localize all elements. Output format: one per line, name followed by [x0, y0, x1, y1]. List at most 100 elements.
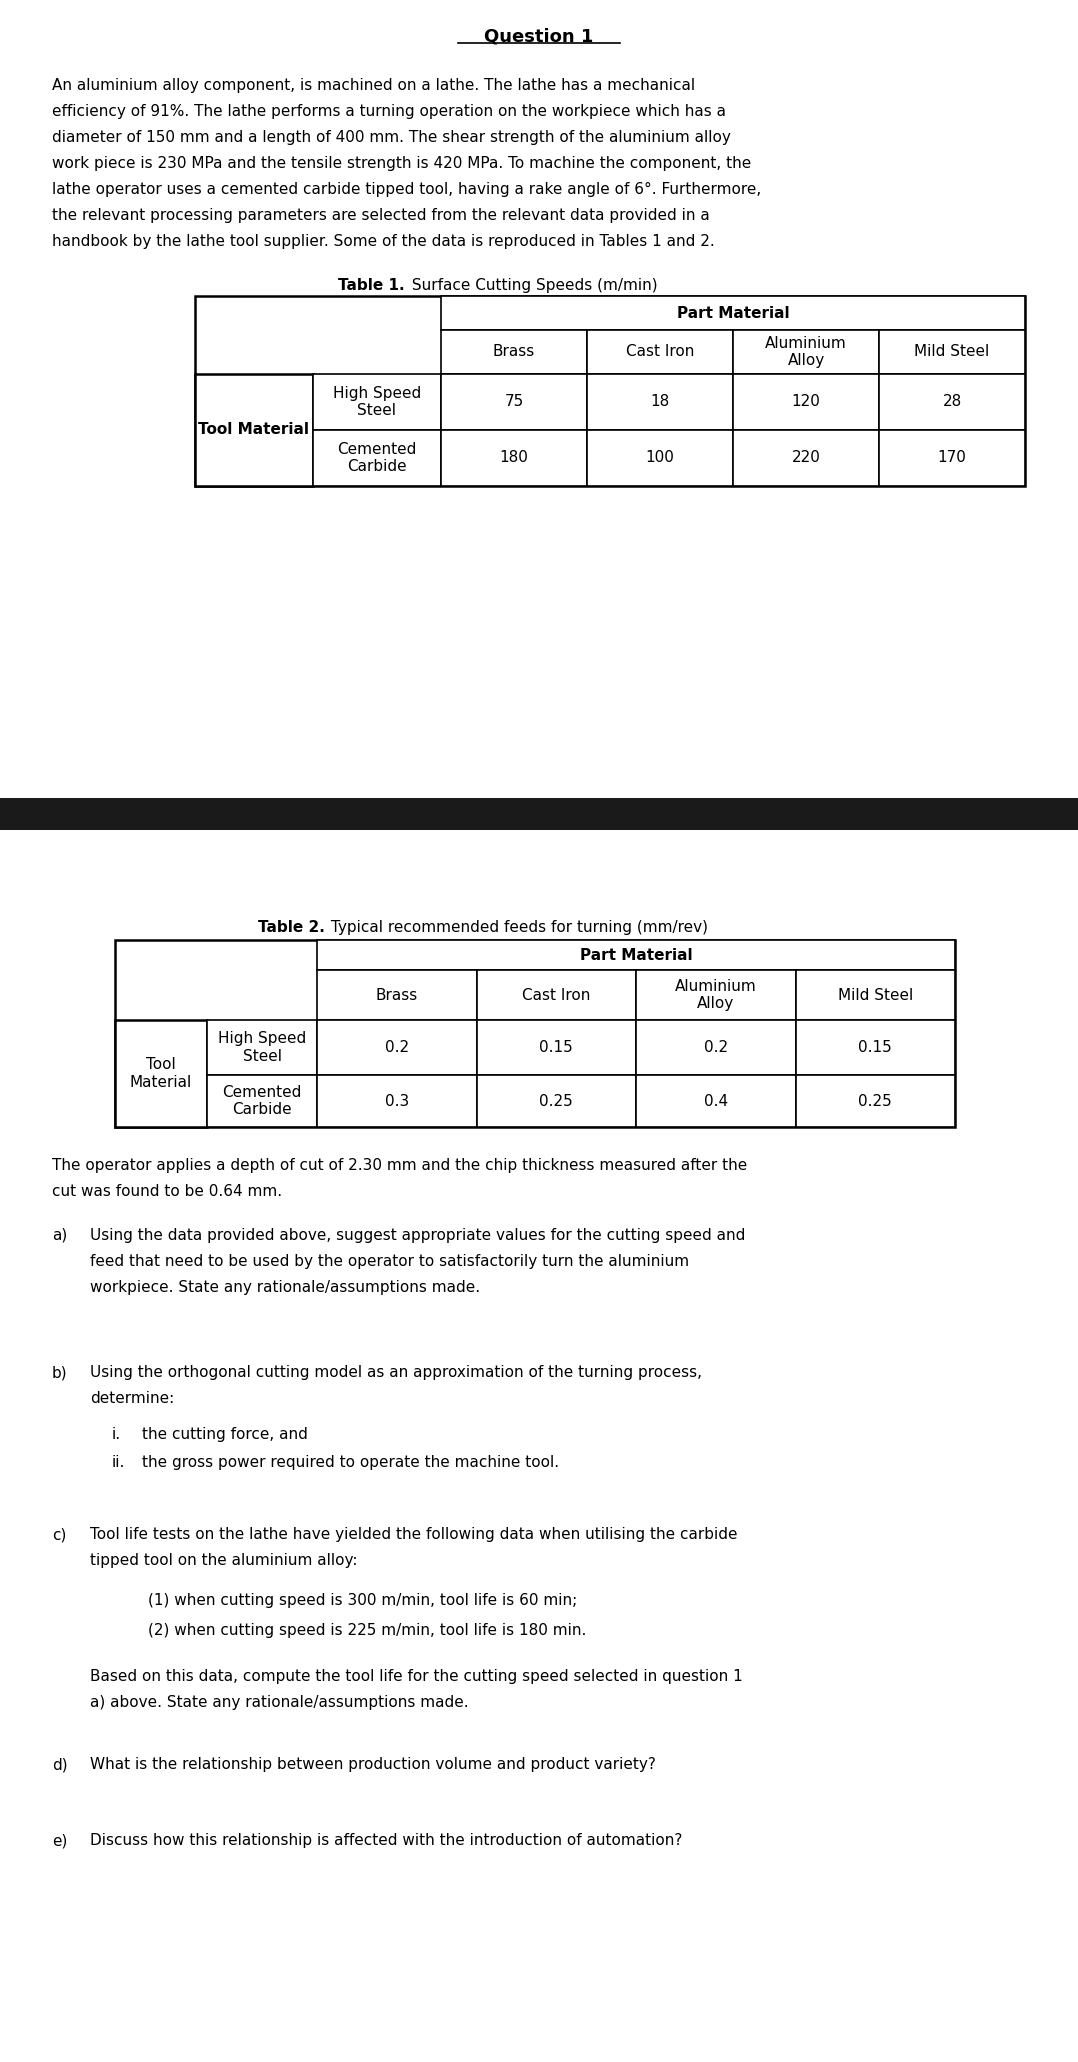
Text: Surface Cutting Speeds (m/min): Surface Cutting Speeds (m/min)	[407, 278, 658, 293]
Bar	[317, 1074, 476, 1128]
Bar	[313, 373, 441, 431]
Text: Discuss how this relationship is affected with the introduction of automation?: Discuss how this relationship is affecte…	[89, 1833, 682, 1848]
Text: Mild Steel: Mild Steel	[838, 988, 913, 1002]
Bar	[796, 969, 955, 1021]
Text: 0.15: 0.15	[858, 1039, 893, 1056]
Text: d): d)	[52, 1757, 68, 1771]
Bar	[796, 1021, 955, 1074]
Text: Using the data provided above, suggest appropriate values for the cutting speed : Using the data provided above, suggest a…	[89, 1229, 745, 1243]
Text: the relevant processing parameters are selected from the relevant data provided : the relevant processing parameters are s…	[52, 208, 709, 223]
Bar	[195, 297, 1025, 487]
Text: Aluminium
Alloy: Aluminium Alloy	[765, 336, 847, 369]
Bar	[476, 1021, 636, 1074]
Text: Tool life tests on the lathe have yielded the following data when utilising the : Tool life tests on the lathe have yielde…	[89, 1528, 737, 1542]
Bar	[317, 940, 955, 969]
Text: Brass: Brass	[375, 988, 418, 1002]
Text: work piece is 230 MPa and the tensile strength is 420 MPa. To machine the compon: work piece is 230 MPa and the tensile st…	[52, 157, 751, 171]
Text: Cast Iron: Cast Iron	[522, 988, 591, 1002]
Text: efficiency of 91%. The lathe performs a turning operation on the workpiece which: efficiency of 91%. The lathe performs a …	[52, 103, 725, 120]
Bar	[733, 431, 879, 487]
Text: Based on this data, compute the tool life for the cutting speed selected in ques: Based on this data, compute the tool lif…	[89, 1668, 743, 1685]
Text: 0.4: 0.4	[704, 1093, 728, 1109]
Text: 0.2: 0.2	[385, 1039, 409, 1056]
Bar	[733, 330, 879, 373]
Text: e): e)	[52, 1833, 67, 1848]
Text: 18: 18	[650, 394, 669, 410]
Text: Cemented
Carbide: Cemented Carbide	[222, 1085, 302, 1118]
Text: An aluminium alloy component, is machined on a lathe. The lathe has a mechanical: An aluminium alloy component, is machine…	[52, 78, 695, 93]
Text: c): c)	[52, 1528, 67, 1542]
Text: the gross power required to operate the machine tool.: the gross power required to operate the …	[142, 1456, 559, 1470]
Bar	[441, 431, 588, 487]
Text: High Speed
Steel: High Speed Steel	[333, 386, 421, 419]
Text: a): a)	[52, 1229, 67, 1243]
Text: feed that need to be used by the operator to satisfactorily turn the aluminium: feed that need to be used by the operato…	[89, 1254, 689, 1268]
Bar	[207, 1074, 317, 1128]
Text: the cutting force, and: the cutting force, and	[142, 1427, 308, 1441]
Bar	[588, 431, 733, 487]
Text: 170: 170	[938, 450, 967, 466]
Text: Table 1.: Table 1.	[338, 278, 404, 293]
Text: The operator applies a depth of cut of 2.30 mm and the chip thickness measured a: The operator applies a depth of cut of 2…	[52, 1159, 747, 1173]
Text: lathe operator uses a cemented carbide tipped tool, having a rake angle of 6°. F: lathe operator uses a cemented carbide t…	[52, 181, 761, 198]
Text: Question 1: Question 1	[484, 29, 594, 45]
Text: Table 2.: Table 2.	[258, 920, 324, 934]
Text: Cemented
Carbide: Cemented Carbide	[337, 441, 417, 474]
Bar	[441, 373, 588, 431]
Text: 180: 180	[499, 450, 528, 466]
Text: 0.2: 0.2	[704, 1039, 728, 1056]
Bar	[115, 940, 955, 1128]
Text: 0.15: 0.15	[539, 1039, 573, 1056]
Text: (2) when cutting speed is 225 m/min, tool life is 180 min.: (2) when cutting speed is 225 m/min, too…	[148, 1623, 586, 1637]
Bar	[879, 431, 1025, 487]
Text: handbook by the lathe tool supplier. Some of the data is reproduced in Tables 1 : handbook by the lathe tool supplier. Som…	[52, 233, 715, 250]
Bar	[317, 1021, 476, 1074]
Bar	[636, 969, 796, 1021]
Text: Part Material: Part Material	[580, 949, 692, 963]
Text: tipped tool on the aluminium alloy:: tipped tool on the aluminium alloy:	[89, 1553, 358, 1567]
Bar	[207, 1021, 317, 1074]
Text: 220: 220	[791, 450, 820, 466]
Text: 0.25: 0.25	[539, 1093, 573, 1109]
Text: 120: 120	[791, 394, 820, 410]
Bar	[115, 1021, 207, 1128]
Text: Using the orthogonal cutting model as an approximation of the turning process,: Using the orthogonal cutting model as an…	[89, 1365, 702, 1379]
Text: What is the relationship between production volume and product variety?: What is the relationship between product…	[89, 1757, 655, 1771]
Bar	[879, 373, 1025, 431]
Text: workpiece. State any rationale/assumptions made.: workpiece. State any rationale/assumptio…	[89, 1281, 480, 1295]
Text: diameter of 150 mm and a length of 400 mm. The shear strength of the aluminium a: diameter of 150 mm and a length of 400 m…	[52, 130, 731, 144]
Bar	[476, 1074, 636, 1128]
Bar	[441, 330, 588, 373]
Text: 0.3: 0.3	[385, 1093, 409, 1109]
Text: Tool
Material: Tool Material	[129, 1058, 192, 1089]
Text: Aluminium
Alloy: Aluminium Alloy	[675, 979, 757, 1010]
Text: Brass: Brass	[493, 344, 535, 359]
Bar	[0, 798, 1078, 831]
Text: determine:: determine:	[89, 1392, 175, 1406]
Text: (1) when cutting speed is 300 m/min, tool life is 60 min;: (1) when cutting speed is 300 m/min, too…	[148, 1594, 577, 1608]
Bar	[313, 431, 441, 487]
Text: 0.25: 0.25	[858, 1093, 893, 1109]
Text: Cast Iron: Cast Iron	[626, 344, 694, 359]
Text: a) above. State any rationale/assumptions made.: a) above. State any rationale/assumption…	[89, 1695, 469, 1709]
Bar	[317, 969, 476, 1021]
Text: High Speed
Steel: High Speed Steel	[218, 1031, 306, 1064]
Text: cut was found to be 0.64 mm.: cut was found to be 0.64 mm.	[52, 1184, 282, 1198]
Text: Typical recommended feeds for turning (mm/rev): Typical recommended feeds for turning (m…	[326, 920, 708, 934]
Text: 100: 100	[646, 450, 675, 466]
Text: 28: 28	[942, 394, 962, 410]
Text: Mild Steel: Mild Steel	[914, 344, 990, 359]
Bar	[636, 1074, 796, 1128]
Text: ii.: ii.	[112, 1456, 125, 1470]
Bar	[796, 1074, 955, 1128]
Text: Part Material: Part Material	[677, 305, 789, 320]
Text: b): b)	[52, 1365, 68, 1379]
Text: Tool Material: Tool Material	[198, 423, 309, 437]
Bar	[476, 969, 636, 1021]
Bar	[879, 330, 1025, 373]
Bar	[636, 1021, 796, 1074]
Text: 75: 75	[505, 394, 524, 410]
Bar	[195, 373, 313, 487]
Bar	[588, 330, 733, 373]
Bar	[733, 373, 879, 431]
